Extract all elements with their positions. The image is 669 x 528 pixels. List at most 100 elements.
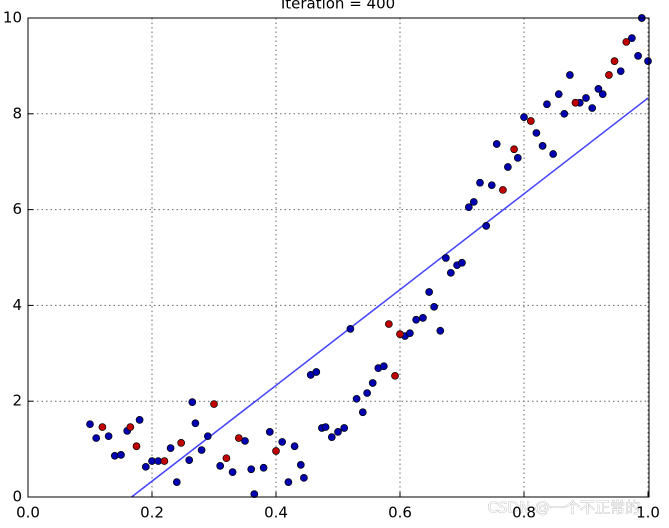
- point: [327, 433, 336, 441]
- point: [430, 302, 438, 311]
- point: [549, 150, 557, 158]
- point: [554, 90, 563, 99]
- point: [458, 258, 466, 267]
- point: [538, 142, 547, 150]
- plot-frame: [27, 17, 650, 498]
- point: [210, 400, 218, 408]
- point: [172, 478, 181, 487]
- point: [610, 57, 619, 65]
- point: [352, 394, 361, 403]
- point: [368, 379, 377, 387]
- point: [436, 326, 445, 335]
- point: [222, 454, 231, 463]
- point: [492, 140, 501, 148]
- point: [300, 473, 308, 482]
- point: [340, 424, 349, 432]
- point: [228, 468, 237, 476]
- point: [160, 457, 169, 465]
- point: [396, 330, 404, 338]
- point: [588, 104, 597, 112]
- y-tick-label: 6: [12, 200, 22, 218]
- fit-line: [131, 97, 649, 498]
- point: [487, 181, 496, 190]
- point: [278, 438, 287, 446]
- point: [321, 423, 330, 431]
- point: [334, 428, 342, 436]
- y-tick-label: 8: [12, 104, 22, 122]
- point: [543, 100, 551, 109]
- point: [446, 268, 455, 277]
- point: [185, 456, 194, 464]
- point: [616, 67, 625, 76]
- point: [135, 416, 144, 424]
- point: [526, 117, 535, 125]
- chart-title: Iteration = 400: [281, 0, 395, 13]
- point: [188, 398, 197, 407]
- point: [560, 109, 569, 118]
- point: [259, 463, 268, 472]
- point: [425, 288, 433, 296]
- y-tick-label: 4: [12, 296, 22, 314]
- point: [265, 428, 274, 436]
- point: [442, 254, 450, 262]
- point: [482, 222, 491, 230]
- point: [98, 423, 107, 431]
- point: [177, 439, 185, 447]
- y-tick-label: 2: [12, 392, 22, 410]
- point: [166, 444, 175, 452]
- point: [605, 71, 613, 79]
- point: [622, 38, 631, 46]
- point: [110, 451, 119, 460]
- x-tick-label: 0.2: [140, 504, 164, 522]
- point: [566, 71, 574, 79]
- point: [216, 462, 225, 470]
- x-tick-label: 0.6: [388, 504, 412, 522]
- x-tick-label: 0.0: [16, 504, 40, 522]
- point: [132, 442, 141, 451]
- point: [234, 434, 243, 442]
- point: [92, 434, 101, 442]
- x-tick-label: 1.0: [636, 504, 660, 522]
- point: [358, 408, 367, 417]
- point: [363, 389, 371, 397]
- point: [499, 186, 507, 194]
- point: [380, 362, 388, 371]
- point: [644, 57, 652, 65]
- point: [247, 465, 256, 474]
- x-tick-label: 0.8: [512, 504, 536, 522]
- point: [582, 94, 590, 102]
- point: [412, 315, 420, 324]
- point: [86, 420, 94, 429]
- point: [504, 163, 512, 171]
- point: [469, 198, 478, 206]
- point: [476, 178, 484, 187]
- x-tick-label: 0.4: [264, 504, 288, 522]
- point: [126, 423, 135, 431]
- point: [117, 450, 125, 459]
- points: [86, 14, 652, 498]
- point: [510, 145, 518, 154]
- point: [464, 203, 473, 212]
- point: [634, 51, 642, 60]
- point: [191, 419, 200, 428]
- point: [384, 320, 393, 328]
- point: [594, 85, 603, 93]
- point: [250, 490, 259, 498]
- point: [513, 154, 522, 162]
- point: [296, 461, 305, 469]
- point: [419, 314, 427, 322]
- y-tick-label: 10: [3, 9, 22, 27]
- point: [272, 447, 280, 455]
- point: [628, 34, 636, 42]
- point: [520, 113, 528, 122]
- point: [241, 437, 249, 445]
- point: [203, 432, 212, 441]
- point: [532, 129, 541, 137]
- point: [346, 325, 355, 333]
- point: [406, 329, 414, 338]
- point: [141, 462, 150, 471]
- watermark: CSDN @一个不正常的: [487, 499, 640, 517]
- point: [284, 478, 293, 487]
- y-tick-label: 0: [12, 488, 22, 506]
